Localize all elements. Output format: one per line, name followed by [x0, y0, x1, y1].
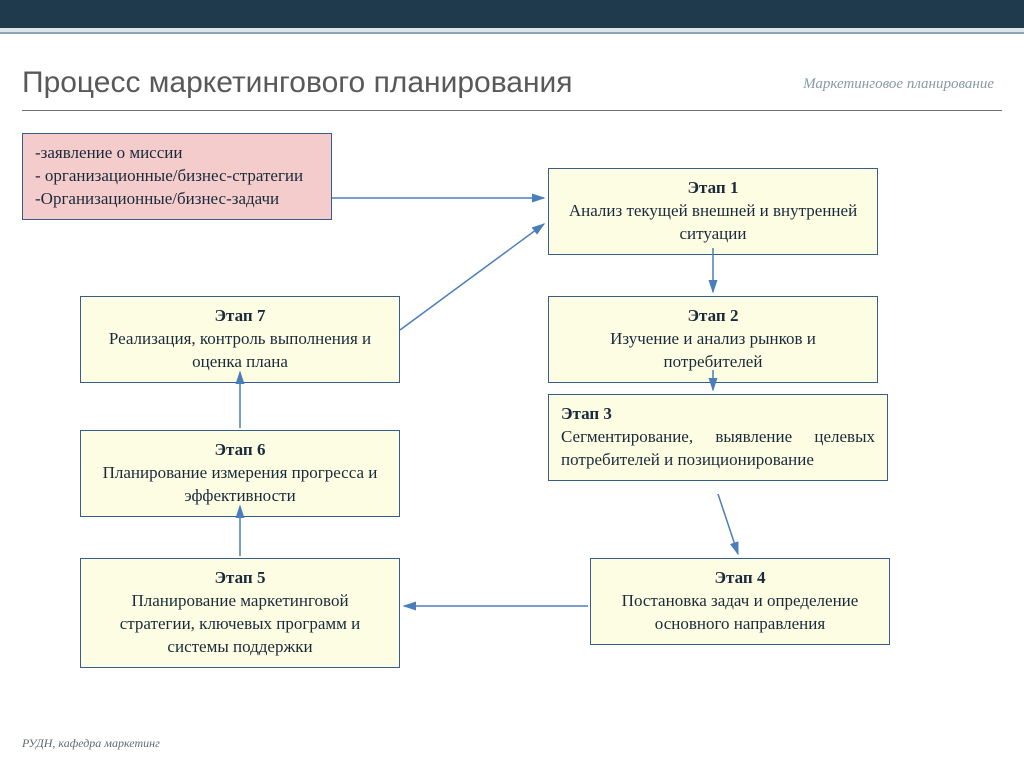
stage-2-text: Изучение и анализ рынков и потребителей [610, 329, 816, 371]
stage-1-title: Этап 1 [561, 177, 865, 200]
stage-7-text: Реализация, контроль выполнения и оценка… [109, 329, 371, 371]
stage-6-text: Планирование измерения прогресса и эффек… [103, 463, 378, 505]
stage-7-title: Этап 7 [93, 305, 387, 328]
mission-line2: - организационные/бизнес-стратегии [35, 166, 303, 185]
mission-line1: -заявление о миссии [35, 143, 182, 162]
arrow-s7-s1 [400, 224, 544, 330]
stage-3-title: Этап 3 [561, 403, 875, 426]
footer-text: РУДН, кафедра маркетинг [22, 736, 160, 751]
top-bar [0, 0, 1024, 28]
stage-4-text: Постановка задач и определение основного… [622, 591, 859, 633]
stage-7-box: Этап 7 Реализация, контроль выполнения и… [80, 296, 400, 383]
stage-2-box: Этап 2 Изучение и анализ рынков и потреб… [548, 296, 878, 383]
mission-line3: -Организационные/бизнес-задачи [35, 189, 279, 208]
stage-6-box: Этап 6 Планирование измерения прогресса … [80, 430, 400, 517]
subtitle: Маркетинговое планирование [803, 76, 994, 93]
stage-5-title: Этап 5 [93, 567, 387, 590]
mission-box: -заявление о миссии - организационные/би… [22, 133, 332, 220]
arrow-s3-s4 [718, 494, 738, 554]
stage-1-box: Этап 1 Анализ текущей внешней и внутренн… [548, 168, 878, 255]
stage-3-box: Этап 3 Сегментирование, выявление целевы… [548, 394, 888, 481]
stage-2-title: Этап 2 [561, 305, 865, 328]
stage-1-text: Анализ текущей внешней и внутренней ситу… [569, 201, 857, 243]
stage-4-box: Этап 4 Постановка задач и определение ос… [590, 558, 890, 645]
top-accent [0, 28, 1024, 34]
stage-5-box: Этап 5 Планирование маркетинговой страте… [80, 558, 400, 668]
stage-3-text: Сегментирование, выявление целевых потре… [561, 427, 875, 469]
stage-5-text: Планирование маркетинговой стратегии, кл… [120, 591, 361, 656]
stage-4-title: Этап 4 [603, 567, 877, 590]
stage-6-title: Этап 6 [93, 439, 387, 462]
